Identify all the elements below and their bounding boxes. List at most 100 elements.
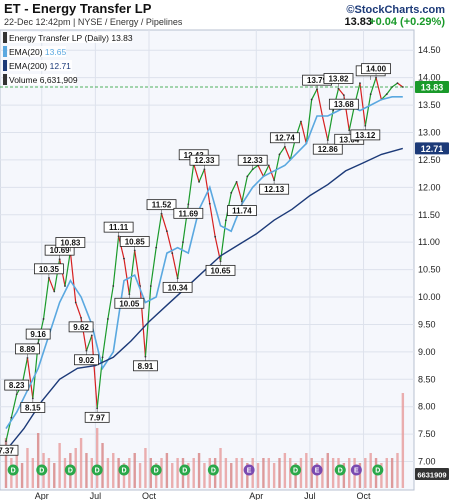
volume-bar <box>47 458 51 488</box>
callout-label: 9.02 <box>79 356 95 365</box>
volume-bar <box>256 463 260 488</box>
volume-bar <box>171 463 174 488</box>
event-marker-label: D <box>154 468 159 475</box>
y-tick-label: 11.00 <box>418 237 440 247</box>
callout-box <box>119 236 150 247</box>
price-point <box>123 257 125 260</box>
volume-axis-text: 6631909 <box>417 471 446 480</box>
earnings-marker: E <box>350 464 362 476</box>
event-marker-label: D <box>375 468 380 475</box>
volume-bar <box>321 458 324 488</box>
price-callout: 10.05 <box>114 294 145 309</box>
callout-label: 7.37 <box>0 446 14 455</box>
callout-label: 9.16 <box>30 330 46 339</box>
legend-volume-box <box>8 74 76 85</box>
price-callout: 13.68 <box>328 95 359 110</box>
volume-bar <box>369 453 372 488</box>
volume-bar <box>272 463 276 488</box>
callout-label: 10.35 <box>39 265 60 274</box>
dividend-marker: D <box>36 464 48 476</box>
price-segment <box>198 169 205 183</box>
volume-bar <box>358 463 362 488</box>
price-point <box>42 318 45 320</box>
price-callouts: 7.378.238.898.159.169.629.0210.3510.6910… <box>0 63 391 456</box>
price-segment <box>123 258 130 295</box>
event-marker-label: D <box>68 468 73 475</box>
volume-bars <box>4 393 405 488</box>
price-segment <box>209 203 216 237</box>
volume-bar <box>165 453 169 488</box>
x-tick-label: Oct <box>142 491 157 500</box>
dividend-marker: D <box>334 464 346 476</box>
callout-label: 10.83 <box>60 238 81 247</box>
callout-box <box>205 264 236 276</box>
price-point <box>101 356 104 359</box>
price-segment <box>160 213 168 232</box>
legend-ema20: EMA(20) 13.65 <box>9 47 66 57</box>
volume-bar <box>74 448 77 488</box>
price-segment <box>305 99 313 144</box>
price-segment <box>42 277 50 320</box>
volume-bar <box>106 458 110 488</box>
price-callout: 14.00 <box>361 63 391 78</box>
price-callout: 12.74 <box>269 132 300 147</box>
price-callout: 11.69 <box>173 204 204 219</box>
price-callout: 7.97 <box>84 408 110 423</box>
callout-label: 10.05 <box>119 299 140 308</box>
volume-bar <box>235 458 238 488</box>
callout-label: 7.97 <box>89 413 105 422</box>
price-segment <box>139 286 147 357</box>
price-segment <box>187 163 195 205</box>
price-segment <box>134 250 141 287</box>
legend-volume-value: 6,631,909 <box>40 75 78 85</box>
callout-box <box>189 154 220 166</box>
price-point <box>385 93 388 96</box>
event-marker-dot <box>207 464 219 476</box>
x-tick-label: Jul <box>90 491 102 500</box>
callout-box <box>259 183 290 195</box>
event-marker-dot <box>179 464 191 476</box>
event-marker-label: E <box>354 468 359 475</box>
y-tick-label: 8.00 <box>418 402 436 412</box>
legend-ema20-box <box>8 46 66 57</box>
legend-main-swatch <box>3 32 7 43</box>
price-segment <box>193 163 200 183</box>
volume-bar <box>36 433 40 488</box>
callout-label: 13.68 <box>334 100 355 109</box>
price-segment <box>112 236 120 287</box>
volume-bar <box>176 458 179 488</box>
callout-box <box>133 360 158 372</box>
dividend-marker: D <box>64 464 76 476</box>
price-callout: 12.33 <box>237 154 268 170</box>
price-point <box>246 175 249 178</box>
price-point <box>64 285 66 287</box>
price-point <box>203 168 206 171</box>
price-point <box>235 180 238 183</box>
price-callout: 8.91 <box>133 356 158 372</box>
price-point <box>396 82 399 85</box>
price-point <box>332 109 335 112</box>
price-segment <box>118 236 125 259</box>
volume-bar <box>262 458 265 488</box>
legend-ema20-swatch <box>3 46 7 57</box>
volume-bar <box>364 458 367 488</box>
price-segment <box>370 77 377 95</box>
event-marker-label: E <box>315 468 320 475</box>
y-tick-label: 7.00 <box>418 457 436 467</box>
price-segment <box>10 393 18 418</box>
price-point <box>278 153 281 156</box>
y-tick-label: 10.50 <box>418 265 441 275</box>
price-callout: 10.83 <box>55 237 86 252</box>
callout-box <box>237 154 268 166</box>
callout-label: 11.74 <box>232 207 252 216</box>
price-segment <box>166 231 173 254</box>
price-point <box>171 252 174 255</box>
price-callout: 11.52 <box>146 199 177 214</box>
price-segment <box>257 165 264 177</box>
volume-bar <box>63 458 67 488</box>
price-callout: 12.86 <box>312 140 343 155</box>
callout-label: 13.04 <box>339 135 360 144</box>
callout-box <box>227 205 257 216</box>
price-segment <box>391 82 398 88</box>
